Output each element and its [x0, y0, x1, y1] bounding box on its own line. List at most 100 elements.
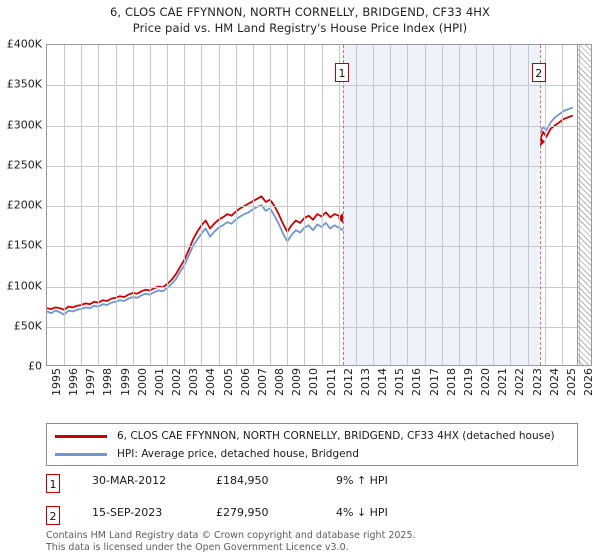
x-tick-label: 2025: [564, 368, 578, 396]
sale-row[interactable]: 2 15-SEP-2023 £279,950 4% ↓ HPI: [46, 504, 586, 536]
x-grid-line: [493, 45, 494, 365]
footer-line-1: Contains HM Land Registry data © Crown c…: [46, 530, 416, 541]
x-grid-line: [545, 45, 546, 365]
legend-swatch-hpi: [55, 452, 107, 456]
x-tick-label: 2024: [547, 368, 561, 396]
x-tick-label: 2003: [187, 368, 201, 396]
x-tick-label: 1997: [84, 368, 98, 396]
x-tick-label: 2023: [530, 368, 544, 396]
y-tick-label: £0: [28, 359, 42, 373]
footer-line-2: This data is licensed under the Open Gov…: [46, 541, 349, 553]
sale-hpi-delta: 9% ↑ HPI: [336, 474, 388, 487]
sale-hpi-delta: 4% ↓ HPI: [336, 506, 388, 519]
sale-row[interactable]: 1 30-MAR-2012 £184,950 9% ↑ HPI: [46, 472, 586, 504]
y-tick-label: £100K: [6, 279, 42, 292]
y-axis-labels: £0 £50K £100K £150K £200K £250K £300K £350K £400…: [0, 38, 42, 373]
y-grid-line: [47, 126, 577, 127]
sale-marker-line-2: [539, 45, 541, 365]
x-grid-line: [64, 45, 65, 365]
x-grid-line: [322, 45, 323, 365]
legend-row-hpi: HPI: Average price, detached house, Brid…: [55, 445, 359, 463]
y-tick-label: £250K: [6, 158, 42, 172]
x-grid-line: [528, 45, 529, 365]
y-tick-label: £350K: [6, 77, 42, 91]
y-grid-line: [47, 166, 577, 167]
x-grid-line: [373, 45, 374, 365]
x-tick-label: 2014: [376, 368, 390, 396]
x-grid-line: [219, 45, 220, 365]
x-grid-line: [167, 45, 168, 365]
x-tick-label: 2005: [221, 368, 235, 396]
ownership-period-band: [343, 45, 540, 365]
x-tick-label: 2000: [135, 368, 149, 396]
x-tick-label: 2004: [204, 368, 218, 396]
x-grid-line: [304, 45, 305, 365]
page-subtitle: Price paid vs. HM Land Registry's House …: [132, 21, 468, 35]
x-grid-line: [236, 45, 237, 365]
x-grid-line: [356, 45, 357, 365]
x-grid-line: [116, 45, 117, 365]
x-tick-label: 1998: [101, 368, 115, 396]
x-grid-line: [184, 45, 185, 365]
x-tick-label: 2001: [152, 368, 166, 396]
x-tick-label: 2021: [496, 368, 510, 396]
x-grid-line: [459, 45, 460, 365]
x-grid-line: [476, 45, 477, 365]
y-tick-label: £150K: [6, 238, 42, 252]
x-tick-label: 2009: [290, 368, 304, 396]
x-tick-label: 2006: [238, 368, 252, 396]
x-tick-label: 2002: [170, 368, 184, 396]
sale-date: 15-SEP-2023: [92, 506, 163, 519]
x-grid-line: [253, 45, 254, 365]
x-grid-line: [407, 45, 408, 365]
x-grid-line: [442, 45, 443, 365]
legend-row-price-paid: 6, CLOS CAE FFYNNON, NORTH CORNELLY, BRI…: [55, 427, 555, 445]
x-grid-line: [390, 45, 391, 365]
y-grid-line: [47, 246, 577, 247]
x-grid-line: [510, 45, 511, 365]
legend-label-hpi: HPI: Average price, detached house, Brid…: [117, 448, 359, 460]
y-tick-label: £50K: [13, 319, 42, 333]
x-grid-line: [150, 45, 151, 365]
sale-marker-box-2[interactable]: 2: [531, 63, 546, 82]
x-tick-label: 2011: [324, 368, 338, 396]
sales-table: 1 30-MAR-2012 £184,950 9% ↑ HPI 2 15-SEP-2023…: [46, 472, 586, 536]
y-grid-line: [47, 85, 577, 86]
y-tick-label: £300K: [6, 118, 42, 131]
x-tick-label: 2018: [444, 368, 458, 396]
sale-marker-box-1[interactable]: 1: [335, 63, 350, 82]
legend-swatch-price-paid: [55, 434, 107, 438]
legend-label-price-paid: 6, CLOS CAE FFYNNON, NORTH CORNELLY, BRI…: [117, 430, 555, 442]
sale-price: £279,950: [216, 506, 269, 519]
x-tick-label: 2017: [427, 368, 441, 396]
sale-date: 30-MAR-2012: [92, 474, 167, 487]
footer-attribution: Contains HM Land Registry data © Crown c…: [46, 530, 586, 553]
x-tick-label: 1996: [67, 368, 81, 396]
x-tick-label: 2010: [307, 368, 321, 396]
x-grid-line: [133, 45, 134, 365]
future-hatched-region: [578, 44, 592, 366]
chart-plot-area: [46, 44, 580, 366]
sale-index-badge: 1: [46, 474, 60, 493]
x-tick-label: 2012: [341, 368, 355, 396]
x-tick-label: 2008: [273, 368, 287, 396]
x-grid-line: [270, 45, 271, 365]
sale-price: £184,950: [216, 474, 269, 487]
y-grid-line: [47, 206, 577, 207]
x-axis-labels: 1995 1996 1997 1998 1999 2000 2001 2002 2003 2004…: [0, 368, 600, 416]
y-grid-line: [47, 327, 577, 328]
x-tick-label: 1995: [50, 368, 63, 396]
x-grid-line: [425, 45, 426, 365]
x-tick-label: 2007: [255, 368, 269, 396]
sale-index-badge: 2: [46, 506, 60, 525]
page-title: 6, CLOS CAE FFYNNON, NORTH CORNELLY, BRI…: [110, 5, 490, 19]
x-grid-line: [287, 45, 288, 365]
x-grid-line: [81, 45, 82, 365]
y-tick-label: £400K: [6, 37, 42, 51]
x-tick-label: 2013: [358, 368, 372, 396]
x-grid-line: [201, 45, 202, 365]
x-tick-label: 2020: [479, 368, 493, 396]
sale-marker-line-1: [343, 45, 345, 365]
x-tick-label: 2015: [393, 368, 407, 396]
